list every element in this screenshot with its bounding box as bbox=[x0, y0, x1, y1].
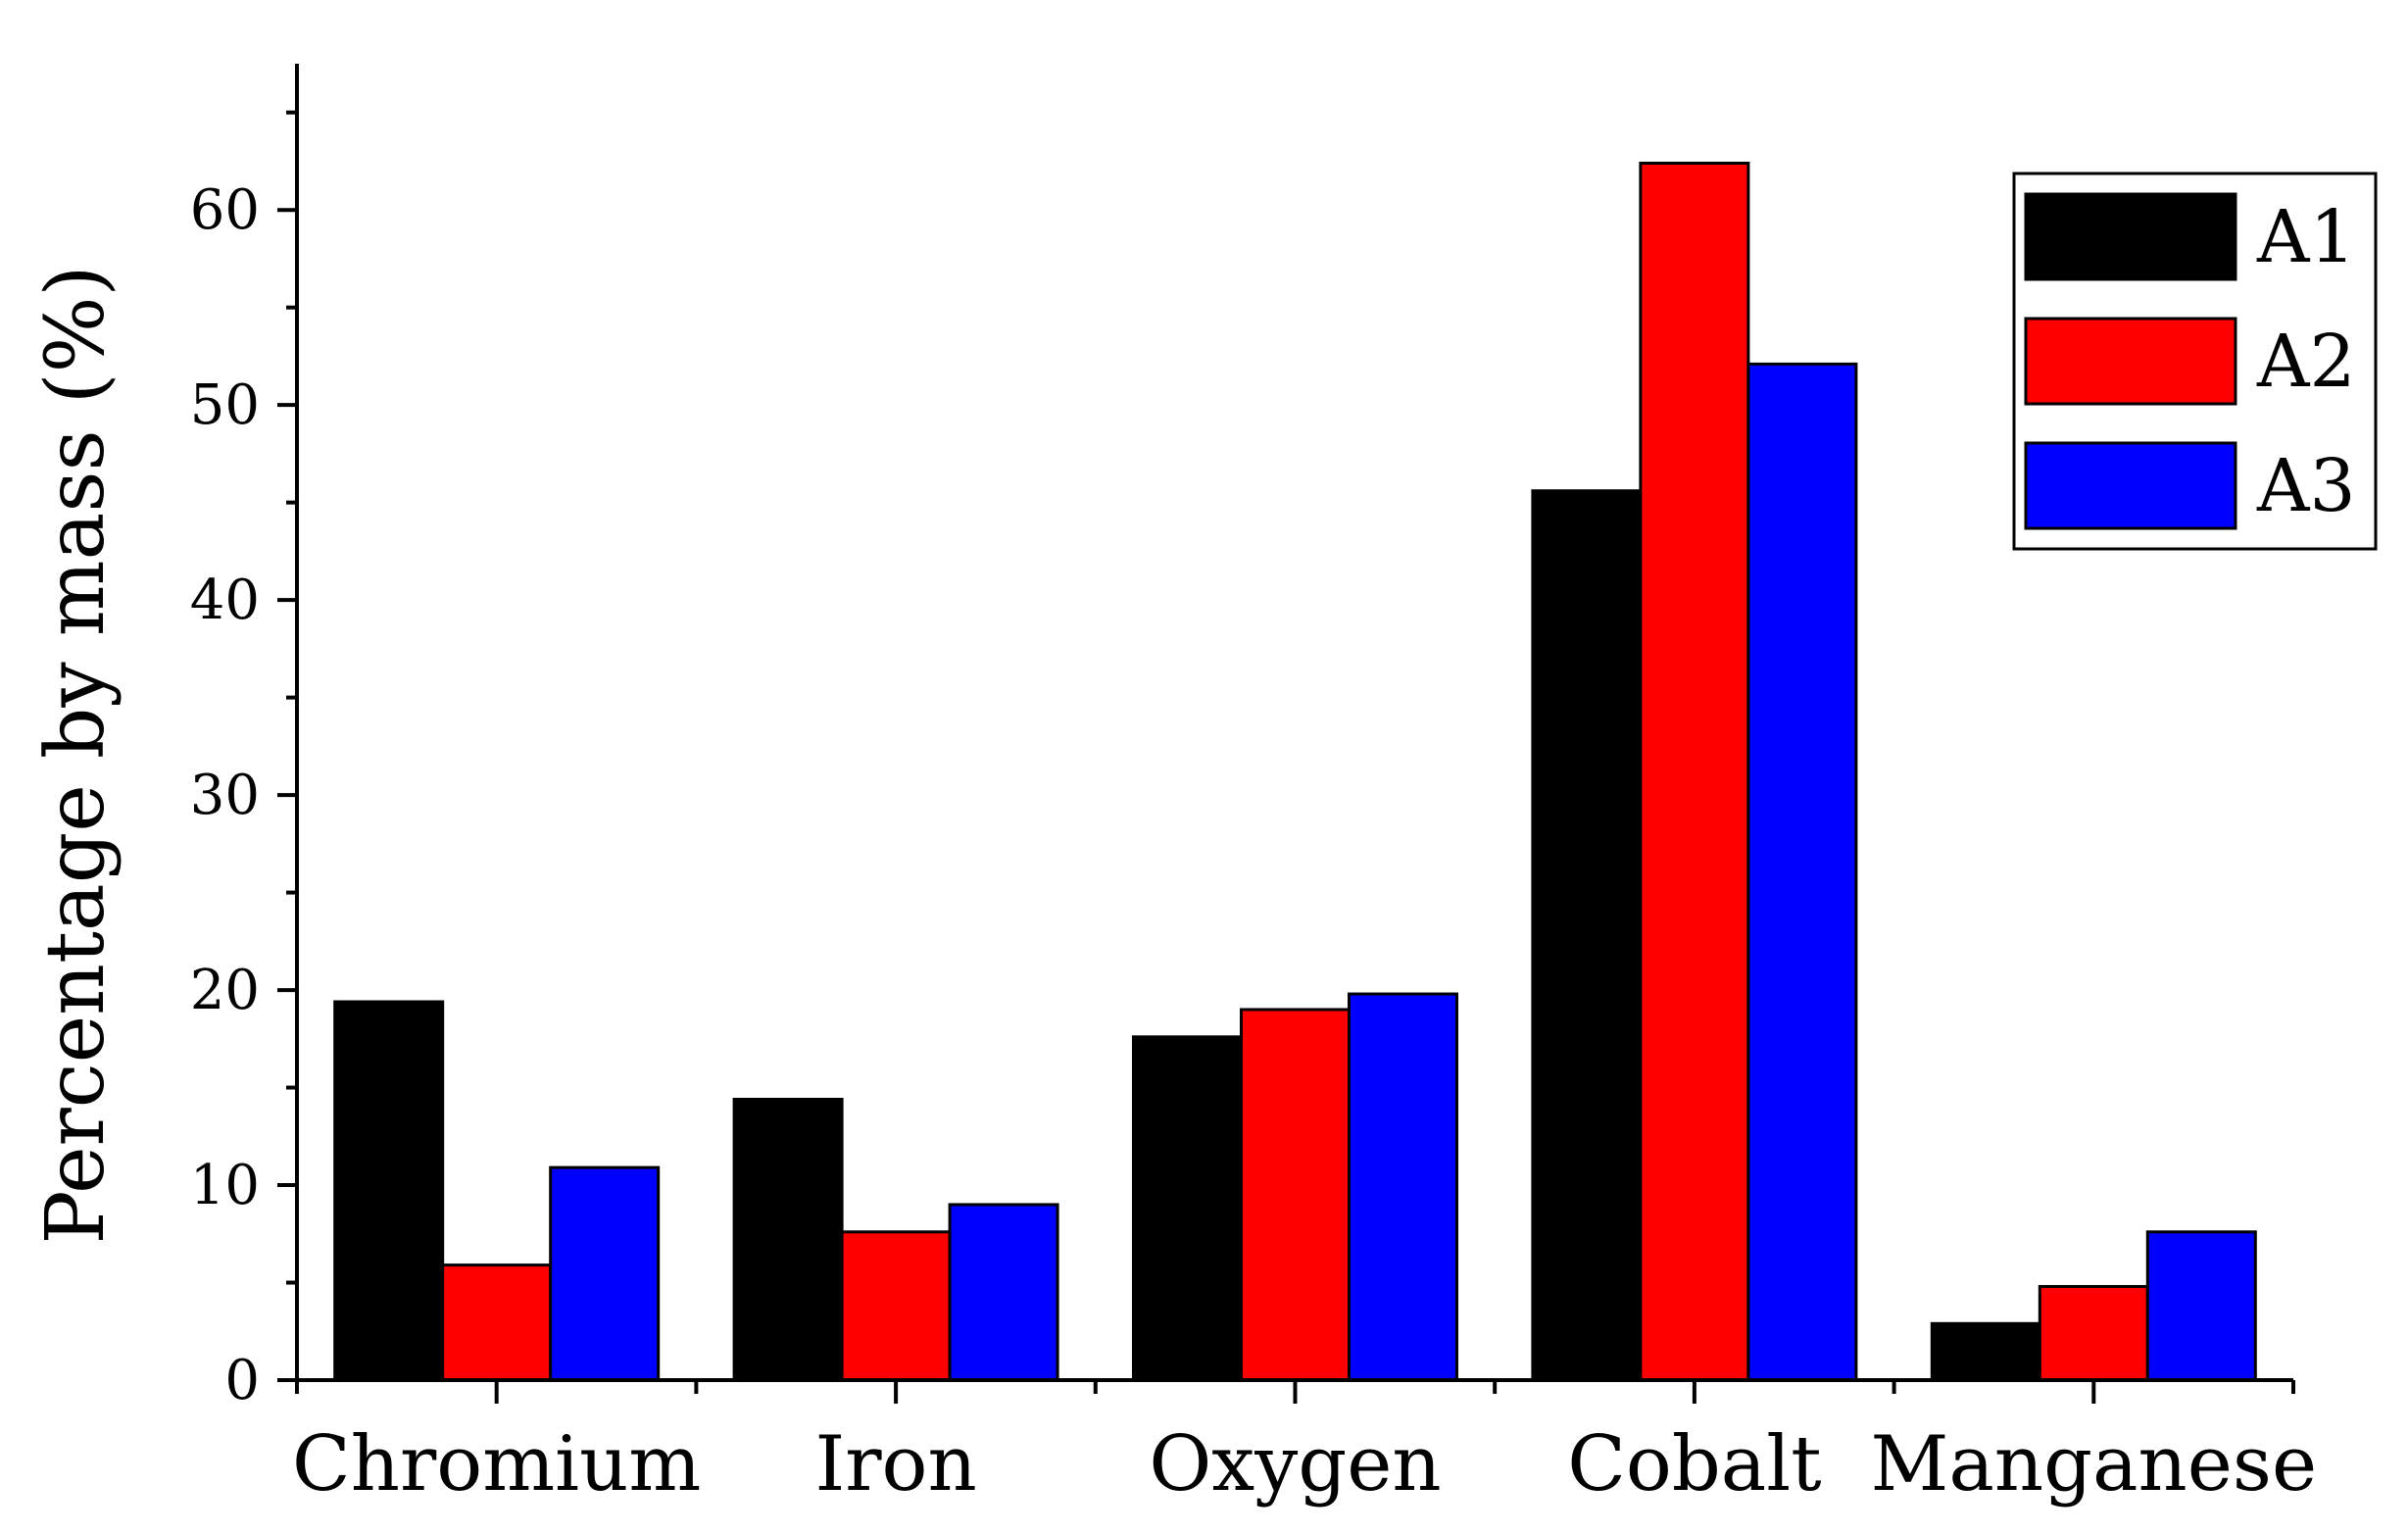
y-axis: 0 10 20 30 40 50 60 bbox=[190, 64, 299, 1412]
y-tick-label: 30 bbox=[190, 764, 260, 827]
bar-manganese-a3 bbox=[2145, 1230, 2257, 1382]
y-tick-label: 10 bbox=[190, 1154, 260, 1217]
bar-oxygen-a2 bbox=[1240, 1008, 1351, 1382]
bar-oxygen-a3 bbox=[1348, 992, 1458, 1382]
bar-chromium-a2 bbox=[441, 1263, 553, 1382]
legend-swatch-a3 bbox=[2024, 441, 2237, 530]
bar-cobalt-a2 bbox=[1639, 161, 1750, 1382]
bar-chromium-a1 bbox=[333, 1000, 445, 1382]
legend-label-a1: A1 bbox=[2256, 195, 2356, 279]
bar-cobalt-a3 bbox=[1746, 362, 1858, 1382]
y-tick-label: 60 bbox=[190, 178, 260, 242]
bars-group bbox=[333, 161, 2257, 1382]
y-tick-label: 0 bbox=[224, 1349, 260, 1412]
bar-cobalt-a1 bbox=[1531, 489, 1643, 1382]
x-category-label: Manganese bbox=[1870, 1420, 2317, 1509]
legend-label-a3: A3 bbox=[2256, 444, 2356, 528]
legend: A1 A2 A3 bbox=[2012, 172, 2378, 551]
x-category-label: Oxygen bbox=[1149, 1420, 1441, 1509]
legend-swatch-a2 bbox=[2024, 317, 2237, 406]
x-category-label: Chromium bbox=[292, 1420, 701, 1509]
x-category-label: Iron bbox=[814, 1420, 976, 1509]
bar-manganese-a2 bbox=[2038, 1284, 2149, 1382]
bar-iron-a1 bbox=[732, 1097, 844, 1382]
legend-label-a2: A2 bbox=[2256, 320, 2356, 404]
bar-iron-a3 bbox=[948, 1203, 1059, 1382]
x-category-label: Cobalt bbox=[1567, 1420, 1821, 1509]
y-tick-label: 40 bbox=[190, 569, 260, 632]
bar-oxygen-a1 bbox=[1132, 1035, 1243, 1382]
bar-manganese-a1 bbox=[1930, 1321, 2041, 1382]
bar-chromium-a3 bbox=[549, 1165, 661, 1382]
y-tick-label: 20 bbox=[190, 959, 260, 1022]
y-tick-label: 50 bbox=[190, 373, 260, 437]
legend-swatch-a1 bbox=[2024, 192, 2237, 281]
bar-iron-a2 bbox=[840, 1230, 952, 1382]
x-axis: Chromium Iron Oxygen Cobalt Manganese bbox=[292, 1378, 2317, 1509]
y-axis-label: Percentage by mass (%) bbox=[29, 265, 123, 1244]
